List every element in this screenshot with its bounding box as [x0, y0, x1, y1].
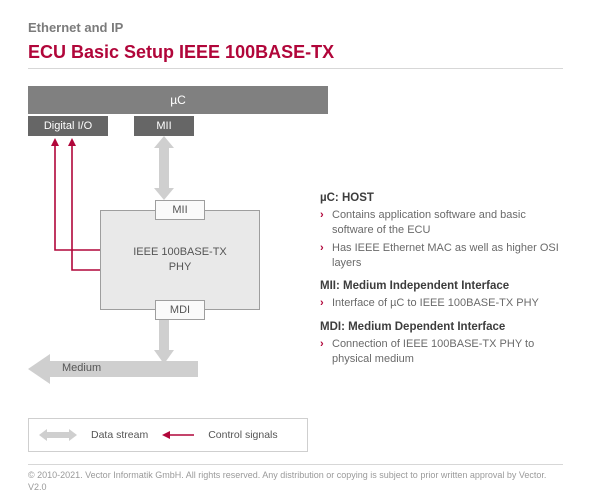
def-item: Connection of IEEE 100BASE-TX PHY to phy…: [320, 337, 568, 367]
legend-data-stream-label: Data stream: [91, 429, 148, 441]
def-list-2: Connection of IEEE 100BASE-TX PHY to phy…: [320, 337, 568, 367]
legend-control-label: Control signals: [208, 429, 277, 441]
def-item: Contains application software and basic …: [320, 208, 568, 238]
footer-divider: [28, 464, 563, 465]
footer-text: © 2010-2021. Vector Informatik GmbH. All…: [28, 470, 563, 493]
legend-data-stream-icon: [39, 427, 77, 443]
def-term-2: MDI: Medium Dependent Interface: [320, 321, 568, 333]
legend: Data stream Control signals: [28, 418, 308, 452]
def-term-0: µC: HOST: [320, 192, 568, 204]
definitions: µC: HOST Contains application software a…: [320, 192, 568, 377]
legend-control-icon: [162, 430, 194, 440]
def-list-0: Contains application software and basic …: [320, 208, 568, 270]
def-list-1: Interface of µC to IEEE 100BASE-TX PHY: [320, 296, 568, 311]
def-term-1: MII: Medium Independent Interface: [320, 280, 568, 292]
def-item: Has IEEE Ethernet MAC as well as higher …: [320, 241, 568, 271]
page: Ethernet and IP ECU Basic Setup IEEE 100…: [0, 0, 591, 503]
def-item: Interface of µC to IEEE 100BASE-TX PHY: [320, 296, 568, 311]
